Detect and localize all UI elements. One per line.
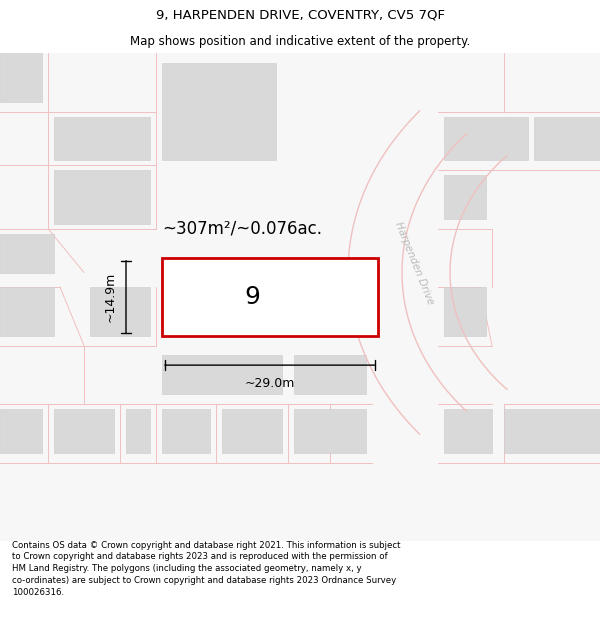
Bar	[90, 287, 150, 336]
Bar	[162, 409, 210, 453]
Text: ~29.0m: ~29.0m	[245, 378, 295, 390]
Bar	[54, 409, 114, 453]
Text: 9, HARPENDEN DRIVE, COVENTRY, CV5 7QF: 9, HARPENDEN DRIVE, COVENTRY, CV5 7QF	[155, 8, 445, 21]
Text: Harpenden Drive: Harpenden Drive	[393, 220, 435, 306]
Text: ~307m²/~0.076ac.: ~307m²/~0.076ac.	[162, 219, 322, 238]
Bar	[162, 356, 282, 394]
Bar	[444, 116, 528, 161]
Text: Map shows position and indicative extent of the property.: Map shows position and indicative extent…	[130, 35, 470, 48]
Text: 9: 9	[245, 285, 260, 309]
Bar	[0, 287, 54, 336]
Bar	[444, 287, 486, 336]
Bar	[504, 409, 600, 453]
Text: ~14.9m: ~14.9m	[104, 272, 117, 322]
Bar	[54, 116, 150, 161]
Bar	[444, 175, 486, 219]
Bar	[162, 63, 276, 161]
Bar	[0, 234, 54, 272]
Bar	[294, 356, 366, 394]
Text: Contains OS data © Crown copyright and database right 2021. This information is : Contains OS data © Crown copyright and d…	[12, 541, 401, 597]
Bar	[444, 409, 492, 453]
Bar	[0, 409, 42, 453]
Bar	[294, 409, 366, 453]
Bar	[534, 116, 600, 161]
Bar	[54, 170, 150, 224]
Bar	[162, 258, 378, 336]
Bar	[0, 53, 42, 102]
Bar	[222, 409, 282, 453]
Bar	[126, 409, 150, 453]
